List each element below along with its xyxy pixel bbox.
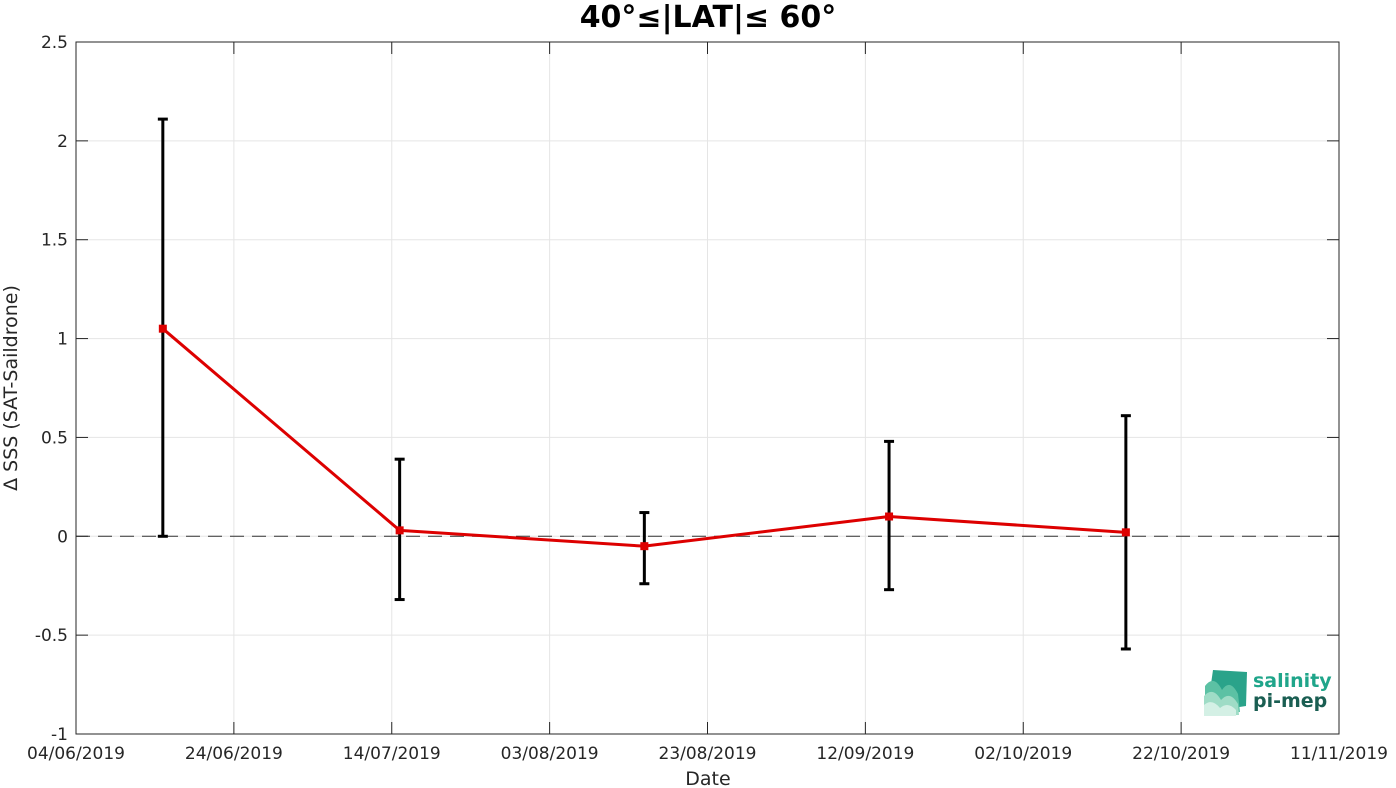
y-axis-title: Δ SSS (SAT-Saildrone) — [0, 285, 22, 491]
x-tick-label: 24/06/2019 — [185, 744, 283, 764]
chart-title: 40°≤|LAT|≤ 60° — [580, 0, 837, 35]
x-tick-label: 23/08/2019 — [659, 744, 757, 764]
wave-logo-icon — [1204, 670, 1247, 716]
x-tick-label: 22/10/2019 — [1132, 744, 1230, 764]
x-axis-title: Date — [685, 768, 730, 788]
x-tick-label: 14/07/2019 — [343, 744, 441, 764]
grid — [75, 41, 1340, 735]
y-tick-label: 2 — [57, 132, 68, 152]
y-tick-label: -1 — [51, 725, 68, 745]
error-bars — [157, 117, 1131, 651]
logo-text-pi-mep: pi-mep — [1253, 690, 1327, 712]
series — [158, 324, 1130, 551]
logo-text-salinity: salinity — [1253, 670, 1332, 692]
y-tick-label: 0 — [57, 527, 68, 547]
x-tick-label: 04/06/2019 — [27, 744, 125, 764]
data-point — [885, 512, 894, 521]
x-tick-label: 03/08/2019 — [501, 744, 599, 764]
data-point — [158, 324, 167, 333]
data-point — [640, 542, 649, 551]
salinity-pi-mep-logo: salinity pi-mep — [1204, 670, 1332, 716]
y-tick-label: 0.5 — [41, 428, 68, 448]
data-point — [395, 526, 404, 535]
y-tick-label: -0.5 — [35, 626, 68, 646]
y-tick-label: 2.5 — [41, 33, 68, 53]
y-tick-label: 1.5 — [41, 231, 68, 251]
y-tick-label: 1 — [57, 330, 68, 350]
x-tick-label: 02/10/2019 — [974, 744, 1072, 764]
data-point — [1121, 528, 1130, 537]
ticks: 04/06/2019 24/06/2019 14/07/2019 03/08/2019… — [27, 33, 1388, 764]
x-tick-label: 12/09/2019 — [816, 744, 914, 764]
x-tick-label: 11/11/2019 — [1290, 744, 1388, 764]
